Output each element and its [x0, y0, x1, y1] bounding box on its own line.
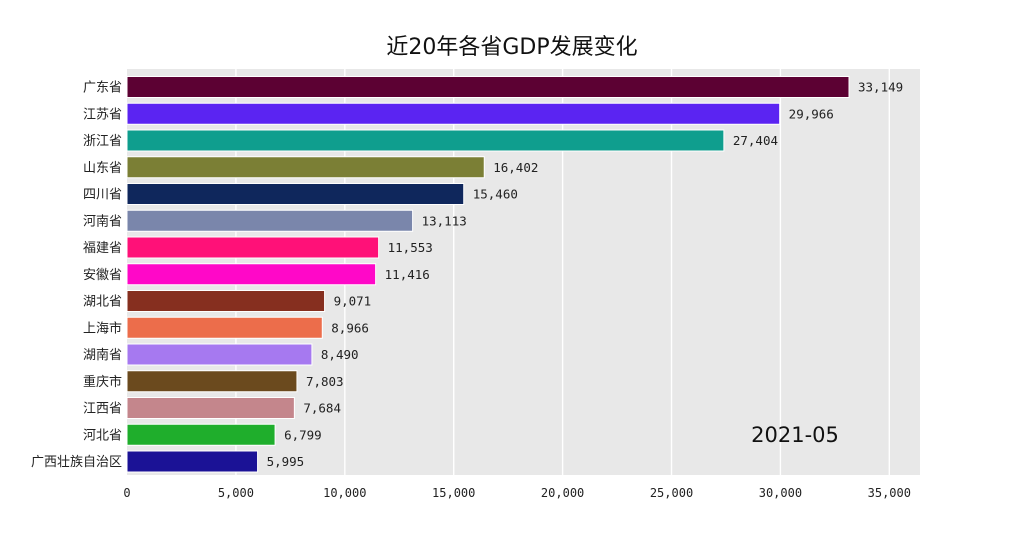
x-tick-label: 15,000 — [432, 486, 475, 500]
bar — [126, 370, 298, 393]
x-tick-label: 20,000 — [541, 486, 584, 500]
category-label: 安徽省 — [83, 268, 122, 283]
category-label: 江苏省 — [83, 106, 122, 122]
bar — [126, 236, 380, 259]
category-label: 河南省 — [83, 213, 122, 229]
bar — [126, 343, 313, 366]
x-tick-label: 30,000 — [759, 486, 802, 500]
bar — [126, 290, 326, 312]
value-label: 33,149 — [858, 80, 903, 95]
bar — [126, 129, 725, 152]
chart-title: 近20年各省GDP发展变化 — [386, 35, 637, 60]
category-label: 广东省 — [83, 81, 122, 96]
bar — [126, 397, 295, 419]
category-label: 四川省 — [83, 188, 122, 203]
value-label: 15,460 — [473, 187, 518, 202]
value-label: 6,799 — [284, 427, 322, 442]
value-label: 16,402 — [493, 160, 538, 175]
bar — [126, 263, 377, 286]
x-tick-label: 0 — [123, 486, 130, 500]
category-label: 湖北省 — [83, 295, 122, 310]
bar — [126, 102, 781, 125]
x-tick-label: 35,000 — [868, 486, 911, 500]
bar — [126, 423, 276, 446]
category-label: 山东省 — [83, 161, 122, 176]
bar — [126, 450, 259, 473]
date-annotation: 2021-05 — [751, 423, 839, 447]
category-label: 河北省 — [83, 428, 122, 443]
bar — [126, 183, 465, 205]
value-label: 8,490 — [321, 347, 359, 362]
category-label: 广西壮族自治区 — [31, 454, 122, 470]
category-label: 上海市 — [83, 320, 122, 336]
category-label: 江西省 — [83, 402, 122, 417]
x-tick-label: 10,000 — [323, 486, 366, 500]
bar — [126, 209, 414, 232]
x-tick-label: 5,000 — [218, 486, 254, 500]
bar — [126, 316, 323, 339]
value-label: 7,684 — [303, 401, 341, 416]
category-label: 福建省 — [83, 241, 122, 256]
value-label: 11,553 — [388, 240, 433, 255]
bar — [126, 76, 850, 98]
value-label: 8,966 — [331, 320, 369, 335]
x-tick-label: 25,000 — [650, 486, 693, 500]
value-label: 27,404 — [733, 133, 778, 148]
value-label: 7,803 — [306, 374, 344, 389]
category-label: 重庆市 — [83, 374, 122, 390]
bar — [126, 156, 485, 179]
category-label: 湖南省 — [83, 347, 122, 363]
value-label: 5,995 — [267, 454, 305, 469]
value-label: 29,966 — [789, 106, 834, 121]
value-label: 9,071 — [334, 294, 372, 309]
value-label: 13,113 — [422, 213, 467, 228]
value-label: 11,416 — [385, 267, 430, 282]
category-label: 浙江省 — [83, 134, 122, 149]
